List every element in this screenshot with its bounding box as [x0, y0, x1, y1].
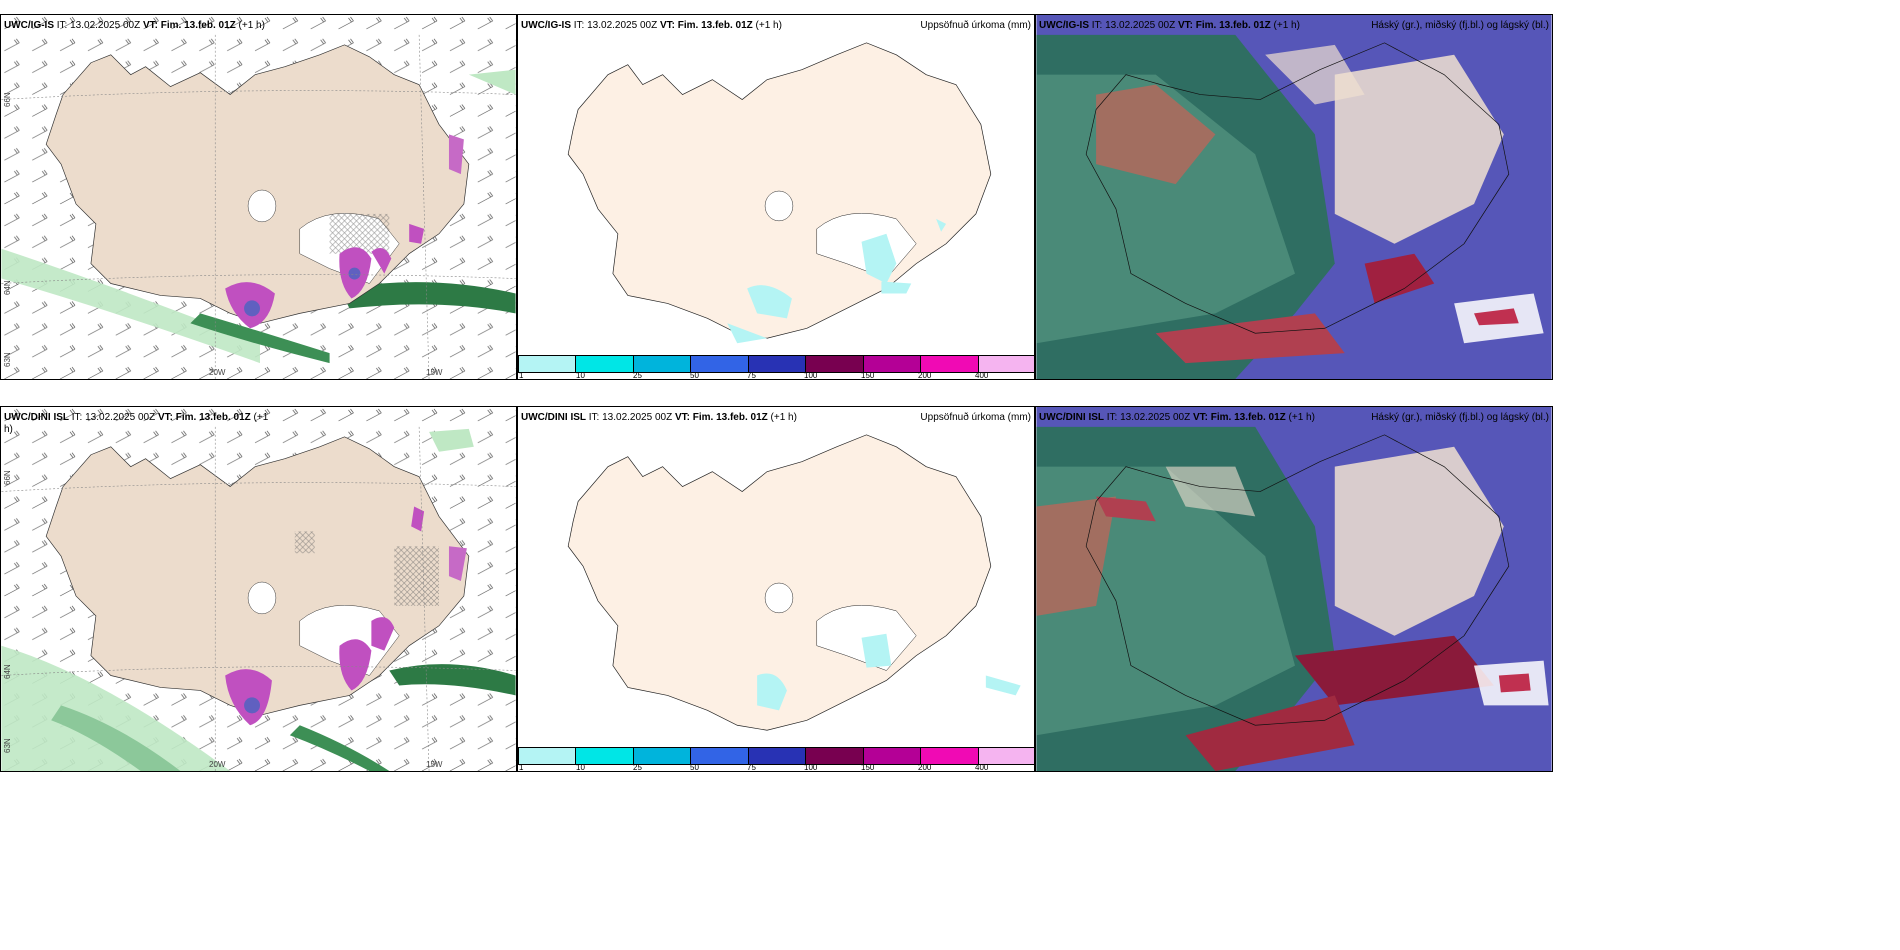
map-canvas — [567, 434, 1021, 731]
wind-precip-map-igis: UWC/IG-IS IT: 13.02.2025 00Z VT: Fim. 13… — [0, 14, 517, 380]
precip-colorbar — [518, 355, 1034, 373]
precip-colorbar — [518, 747, 1034, 765]
panel-title: UWC/IG-IS IT: 13.02.2025 00Z VT: Fim. 13… — [521, 20, 782, 31]
colorbar-ticks: 1 10 25 50 75 100 150 200 400 — [519, 763, 989, 772]
panel-title: UWC/DINI ISL IT: 13.02.2025 00Z VT: Fim.… — [521, 412, 797, 423]
panel-variable-title: Háský (gr.), miðský (fj.bl.) og lágský (… — [1371, 412, 1549, 423]
panel-variable-title: Uppsöfnuð úrkoma (mm) — [920, 20, 1031, 31]
panel-title: UWC/DINI ISL IT: 13.02.2025 00Z VT: Fim.… — [4, 412, 269, 435]
cloud-cover-map-igis: UWC/IG-IS IT: 13.02.2025 00Z VT: Fim. 13… — [1035, 14, 1553, 380]
panel-title: UWC/DINI ISL IT: 13.02.2025 00Z VT: Fim.… — [1039, 412, 1315, 423]
cloud-cover-map-dini: UWC/DINI ISL IT: 13.02.2025 00Z VT: Fim.… — [1035, 406, 1553, 772]
accumulated-precip-map-dini: UWC/DINI ISL IT: 13.02.2025 00Z VT: Fim.… — [517, 406, 1035, 772]
panel-title: UWC/IG-IS IT: 13.02.2025 00Z VT: Fim. 13… — [1039, 20, 1300, 31]
panel-variable-title: Háský (gr.), miðský (fj.bl.) og lágský (… — [1371, 20, 1549, 31]
panel-title: UWC/IG-IS IT: 13.02.2025 00Z VT: Fim. 13… — [4, 20, 265, 31]
map-canvas — [567, 42, 992, 344]
map-canvas — [1036, 15, 1552, 379]
wind-precip-map-dini: UWC/DINI ISL IT: 13.02.2025 00Z VT: Fim.… — [0, 406, 517, 772]
panel-variable-title: Uppsöfnuð úrkoma (mm) — [920, 412, 1031, 423]
map-canvas — [1, 407, 516, 771]
map-canvas — [1036, 407, 1552, 771]
colorbar-ticks: 1 10 25 50 75 100 150 200 400 — [519, 371, 989, 380]
map-canvas — [1, 15, 516, 379]
accumulated-precip-map-igis: UWC/IG-IS IT: 13.02.2025 00Z VT: Fim. 13… — [517, 14, 1035, 380]
